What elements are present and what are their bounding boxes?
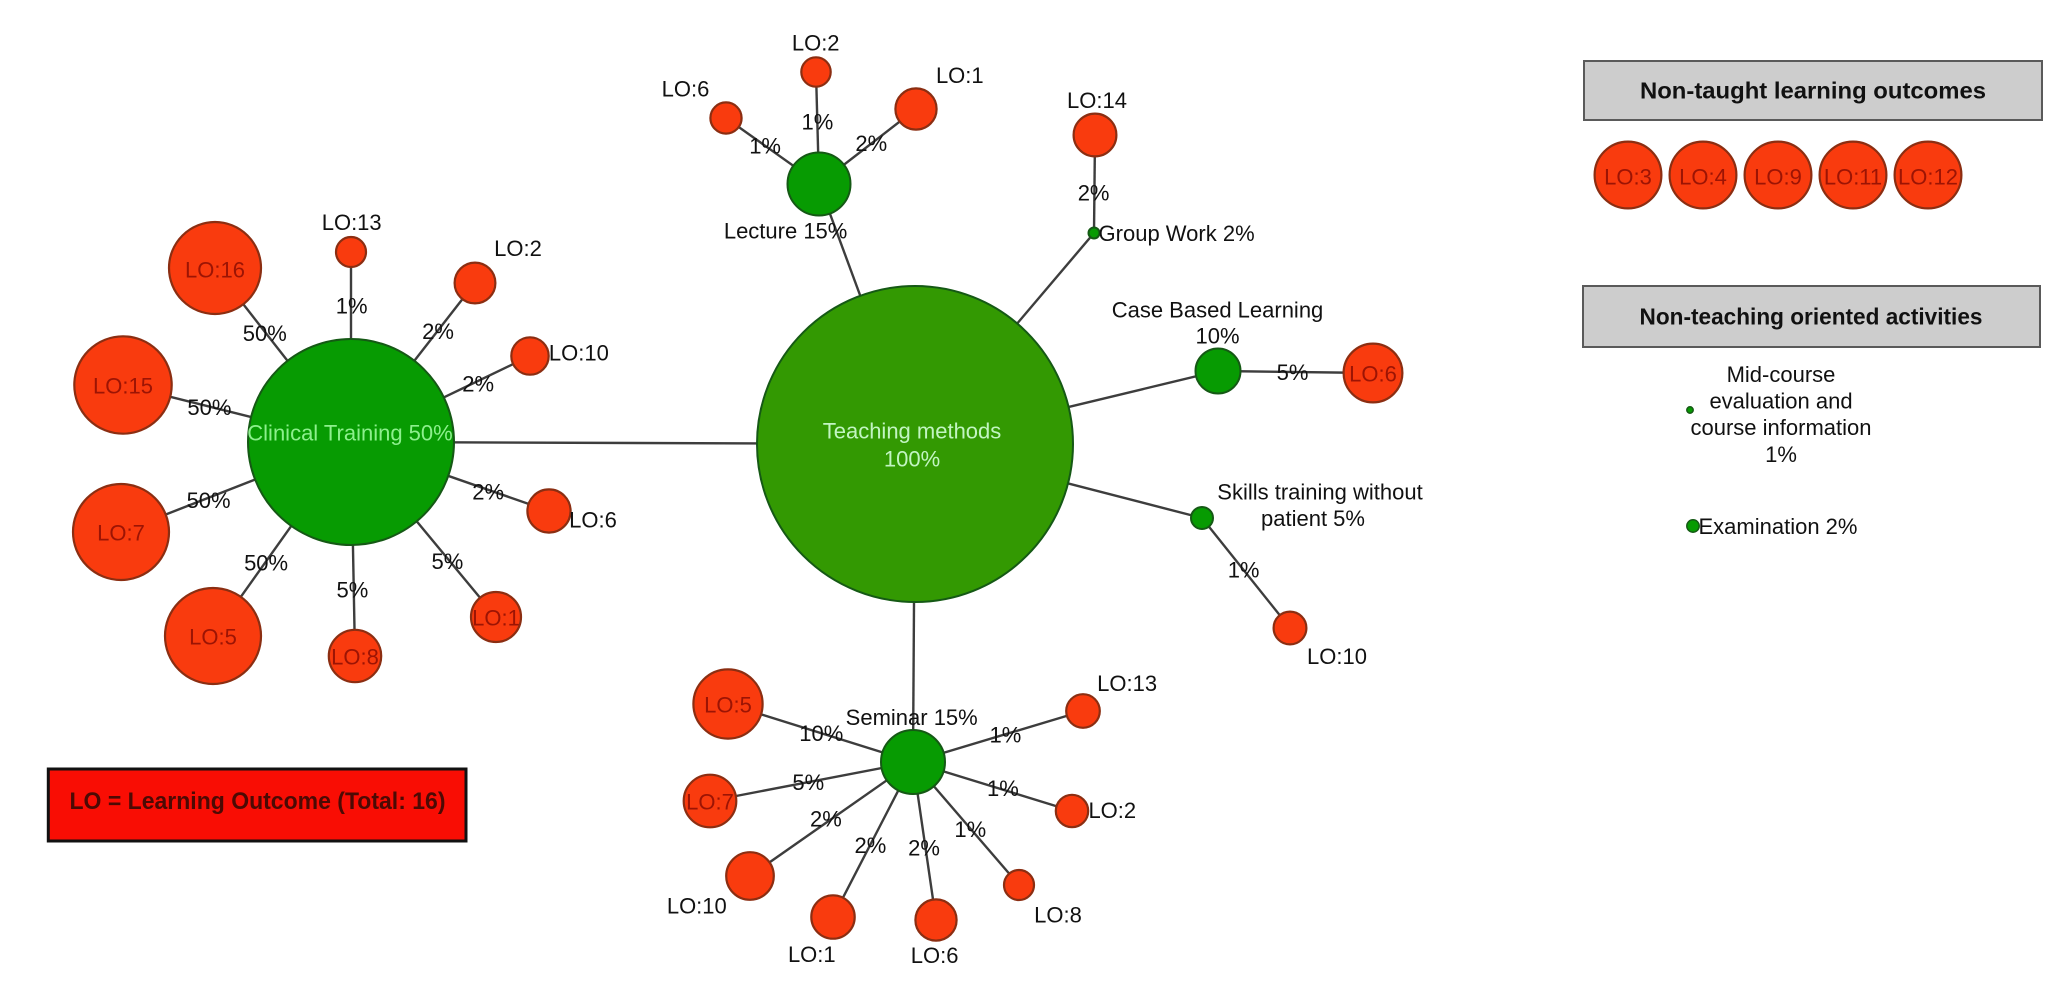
svg-text:LO:5: LO:5 — [189, 625, 237, 650]
svg-text:LO:15: LO:15 — [93, 374, 153, 399]
svg-text:Mid-course: Mid-course — [1727, 362, 1836, 387]
svg-text:LO:11: LO:11 — [1824, 165, 1882, 190]
svg-text:2%: 2% — [472, 480, 504, 505]
svg-text:100%: 100% — [884, 447, 940, 472]
svg-text:50%: 50% — [244, 551, 288, 576]
svg-text:2%: 2% — [810, 807, 842, 832]
svg-text:10%: 10% — [1195, 324, 1239, 349]
svg-text:LO:1: LO:1 — [788, 942, 836, 967]
svg-text:2%: 2% — [855, 131, 887, 156]
svg-text:evaluation and: evaluation and — [1709, 389, 1852, 414]
svg-text:1%: 1% — [336, 293, 368, 318]
svg-text:LO:5: LO:5 — [704, 693, 752, 718]
svg-text:LO:12: LO:12 — [1898, 165, 1958, 190]
svg-text:5%: 5% — [792, 770, 824, 795]
svg-text:1%: 1% — [749, 133, 781, 158]
svg-text:LO:3: LO:3 — [1604, 165, 1652, 190]
svg-text:2%: 2% — [462, 371, 494, 396]
svg-text:Case Based Learning: Case Based Learning — [1112, 298, 1324, 323]
svg-text:5%: 5% — [432, 549, 464, 574]
svg-text:Clinical Training 50%: Clinical Training 50% — [247, 421, 452, 446]
svg-text:Non-taught learning outcomes: Non-taught learning outcomes — [1640, 78, 1986, 104]
svg-text:course information: course information — [1691, 415, 1872, 440]
svg-text:LO:7: LO:7 — [686, 790, 734, 815]
svg-text:patient 5%: patient 5% — [1261, 506, 1365, 531]
svg-text:LO:10: LO:10 — [667, 894, 727, 919]
svg-text:1%: 1% — [990, 723, 1022, 748]
svg-text:LO:6: LO:6 — [662, 77, 710, 102]
svg-text:1%: 1% — [987, 776, 1019, 801]
svg-text:LO:16: LO:16 — [185, 258, 245, 283]
svg-text:1%: 1% — [1228, 558, 1260, 583]
svg-text:LO:1: LO:1 — [936, 63, 984, 88]
svg-text:Group Work 2%: Group Work 2% — [1099, 221, 1255, 246]
svg-text:LO:1: LO:1 — [472, 606, 520, 631]
svg-text:2%: 2% — [1078, 181, 1110, 206]
svg-text:LO:13: LO:13 — [322, 210, 382, 235]
svg-text:LO:10: LO:10 — [549, 341, 609, 366]
svg-text:50%: 50% — [243, 321, 287, 346]
svg-text:10%: 10% — [799, 721, 843, 746]
svg-text:1%: 1% — [802, 109, 834, 134]
svg-text:5%: 5% — [337, 578, 369, 603]
svg-text:LO:10: LO:10 — [1307, 644, 1367, 669]
svg-text:1%: 1% — [954, 817, 986, 842]
svg-text:50%: 50% — [187, 488, 231, 513]
svg-text:LO:6: LO:6 — [1349, 362, 1397, 387]
svg-text:2%: 2% — [422, 319, 454, 344]
svg-text:50%: 50% — [187, 395, 231, 420]
svg-text:Teaching methods: Teaching methods — [823, 419, 1002, 444]
svg-text:Lecture 15%: Lecture 15% — [724, 218, 848, 243]
svg-text:2%: 2% — [855, 833, 887, 858]
svg-text:2%: 2% — [908, 836, 940, 861]
svg-text:LO:8: LO:8 — [1034, 902, 1082, 927]
svg-text:Non-teaching oriented activiti: Non-teaching oriented activities — [1640, 304, 1983, 330]
svg-text:LO:6: LO:6 — [911, 943, 959, 968]
svg-text:LO:4: LO:4 — [1679, 165, 1727, 190]
svg-text:Skills training without: Skills training without — [1217, 480, 1422, 505]
svg-text:Examination 2%: Examination 2% — [1699, 514, 1858, 539]
svg-text:LO:14: LO:14 — [1067, 88, 1127, 113]
svg-text:LO:13: LO:13 — [1097, 671, 1157, 696]
svg-text:LO:2: LO:2 — [494, 236, 542, 261]
svg-text:LO:2: LO:2 — [1088, 798, 1136, 823]
svg-text:LO:8: LO:8 — [331, 645, 379, 670]
svg-text:LO = Learning Outcome (Total:: LO = Learning Outcome (Total: 16) — [70, 788, 446, 815]
svg-text:5%: 5% — [1277, 360, 1309, 385]
svg-text:LO:9: LO:9 — [1754, 165, 1802, 190]
svg-text:LO:6: LO:6 — [569, 508, 617, 533]
svg-text:LO:2: LO:2 — [792, 30, 840, 55]
svg-text:1%: 1% — [1765, 442, 1797, 467]
svg-text:Seminar 15%: Seminar 15% — [846, 705, 978, 730]
svg-text:LO:7: LO:7 — [97, 521, 145, 546]
